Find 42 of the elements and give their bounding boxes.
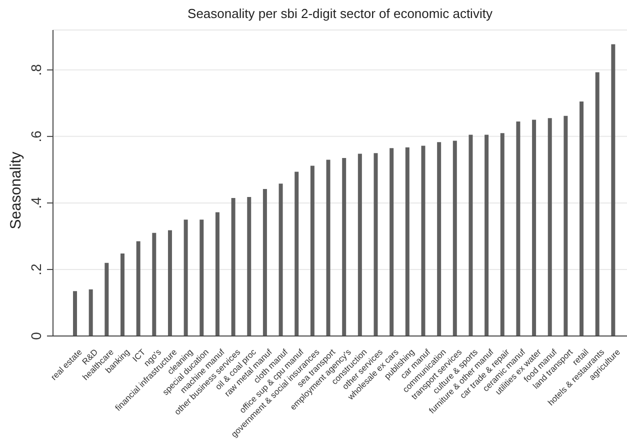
- bar: [500, 133, 504, 336]
- bar: [200, 220, 204, 336]
- bar: [104, 262, 109, 336]
- bar: [231, 198, 236, 336]
- bar: [88, 289, 93, 336]
- bar: [452, 140, 457, 336]
- bar: [262, 188, 267, 336]
- y-axis-title: Seasonality: [8, 150, 24, 232]
- bar: [342, 158, 346, 336]
- bar: [136, 241, 140, 336]
- bar: [548, 118, 552, 336]
- bar: [120, 254, 124, 336]
- bar: [405, 147, 410, 336]
- y-tick-label: .8: [28, 64, 44, 76]
- bar: [516, 121, 520, 336]
- bar: [278, 184, 283, 336]
- bar: [595, 72, 600, 336]
- bar: [184, 220, 188, 336]
- bar: [326, 160, 330, 336]
- bar: [580, 102, 584, 336]
- bar: [484, 134, 489, 336]
- y-tick-label: 0: [28, 332, 44, 340]
- y-tick-label: .4: [28, 196, 44, 209]
- bar: [73, 291, 78, 336]
- bar: [564, 116, 568, 336]
- chart-title: Seasonality per sbi 2-digit sector of economic activity: [186, 6, 494, 21]
- bar: [247, 196, 252, 336]
- bar: [468, 134, 473, 336]
- y-tick-label: .6: [28, 130, 44, 142]
- bar: [611, 44, 616, 336]
- bar: [294, 172, 299, 336]
- bar: [168, 230, 172, 336]
- y-tick-label: .2: [28, 263, 44, 276]
- bar: [374, 153, 378, 336]
- bar: [390, 148, 394, 336]
- bar: [152, 232, 156, 336]
- bar: [358, 154, 362, 336]
- bar: [532, 120, 536, 336]
- bar: [437, 142, 442, 336]
- bar: [421, 146, 426, 336]
- bar: [310, 166, 314, 336]
- bar: [215, 212, 220, 336]
